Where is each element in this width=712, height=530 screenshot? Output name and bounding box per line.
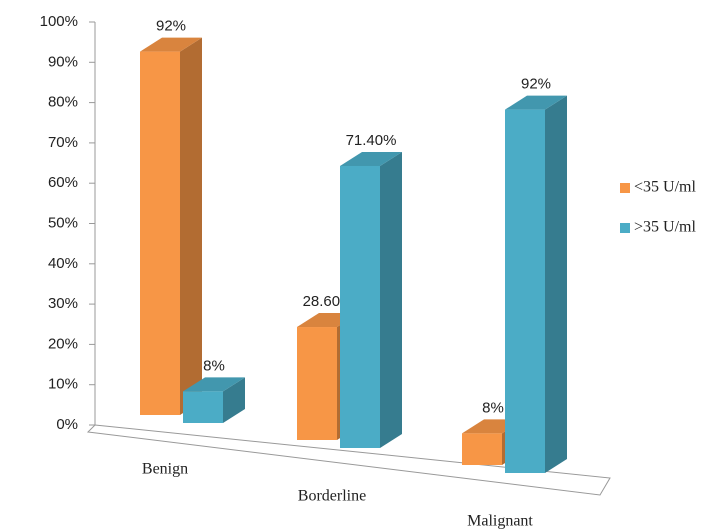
bar-side — [180, 37, 202, 415]
floor — [86, 424, 611, 496]
bar-top — [340, 151, 402, 166]
y-tick-label: 70% — [48, 134, 78, 151]
y-tick-label: 40% — [48, 255, 78, 272]
bar-top — [140, 37, 202, 52]
y-tick-label: 80% — [48, 94, 78, 111]
legend-label: <35 U/ml — [634, 179, 696, 196]
bar-side — [545, 95, 567, 473]
y-tick-label: 30% — [48, 295, 78, 312]
y-tick-label: 50% — [48, 214, 78, 231]
y-tick-label: 20% — [48, 335, 78, 352]
bar — [183, 391, 223, 423]
bar — [340, 165, 380, 448]
bar-side — [380, 151, 402, 448]
bar-side — [223, 377, 245, 423]
bar-top — [505, 95, 567, 110]
value-label: 8% — [482, 399, 504, 416]
x-tick-label: Malignant — [467, 513, 533, 530]
y-tick-label: 90% — [48, 53, 78, 70]
y-tick-label: 10% — [48, 376, 78, 393]
bar — [140, 51, 180, 415]
value-label: 8% — [203, 357, 225, 374]
y-tick-label: 100% — [40, 13, 78, 30]
value-label: 92% — [156, 18, 186, 35]
legend-label: >35 U/ml — [634, 219, 696, 236]
x-tick-label: Benign — [142, 461, 188, 478]
y-tick-label: 0% — [56, 416, 78, 433]
legend-swatch — [620, 183, 630, 193]
y-tick-label: 60% — [48, 174, 78, 191]
value-label: 92% — [521, 76, 551, 93]
bar — [462, 433, 502, 465]
bar-top — [183, 377, 245, 392]
value-label: 71.40% — [346, 132, 397, 149]
legend-swatch — [620, 223, 630, 233]
x-tick-label: Borderline — [298, 488, 366, 505]
bar — [297, 327, 337, 440]
bar — [505, 109, 545, 473]
